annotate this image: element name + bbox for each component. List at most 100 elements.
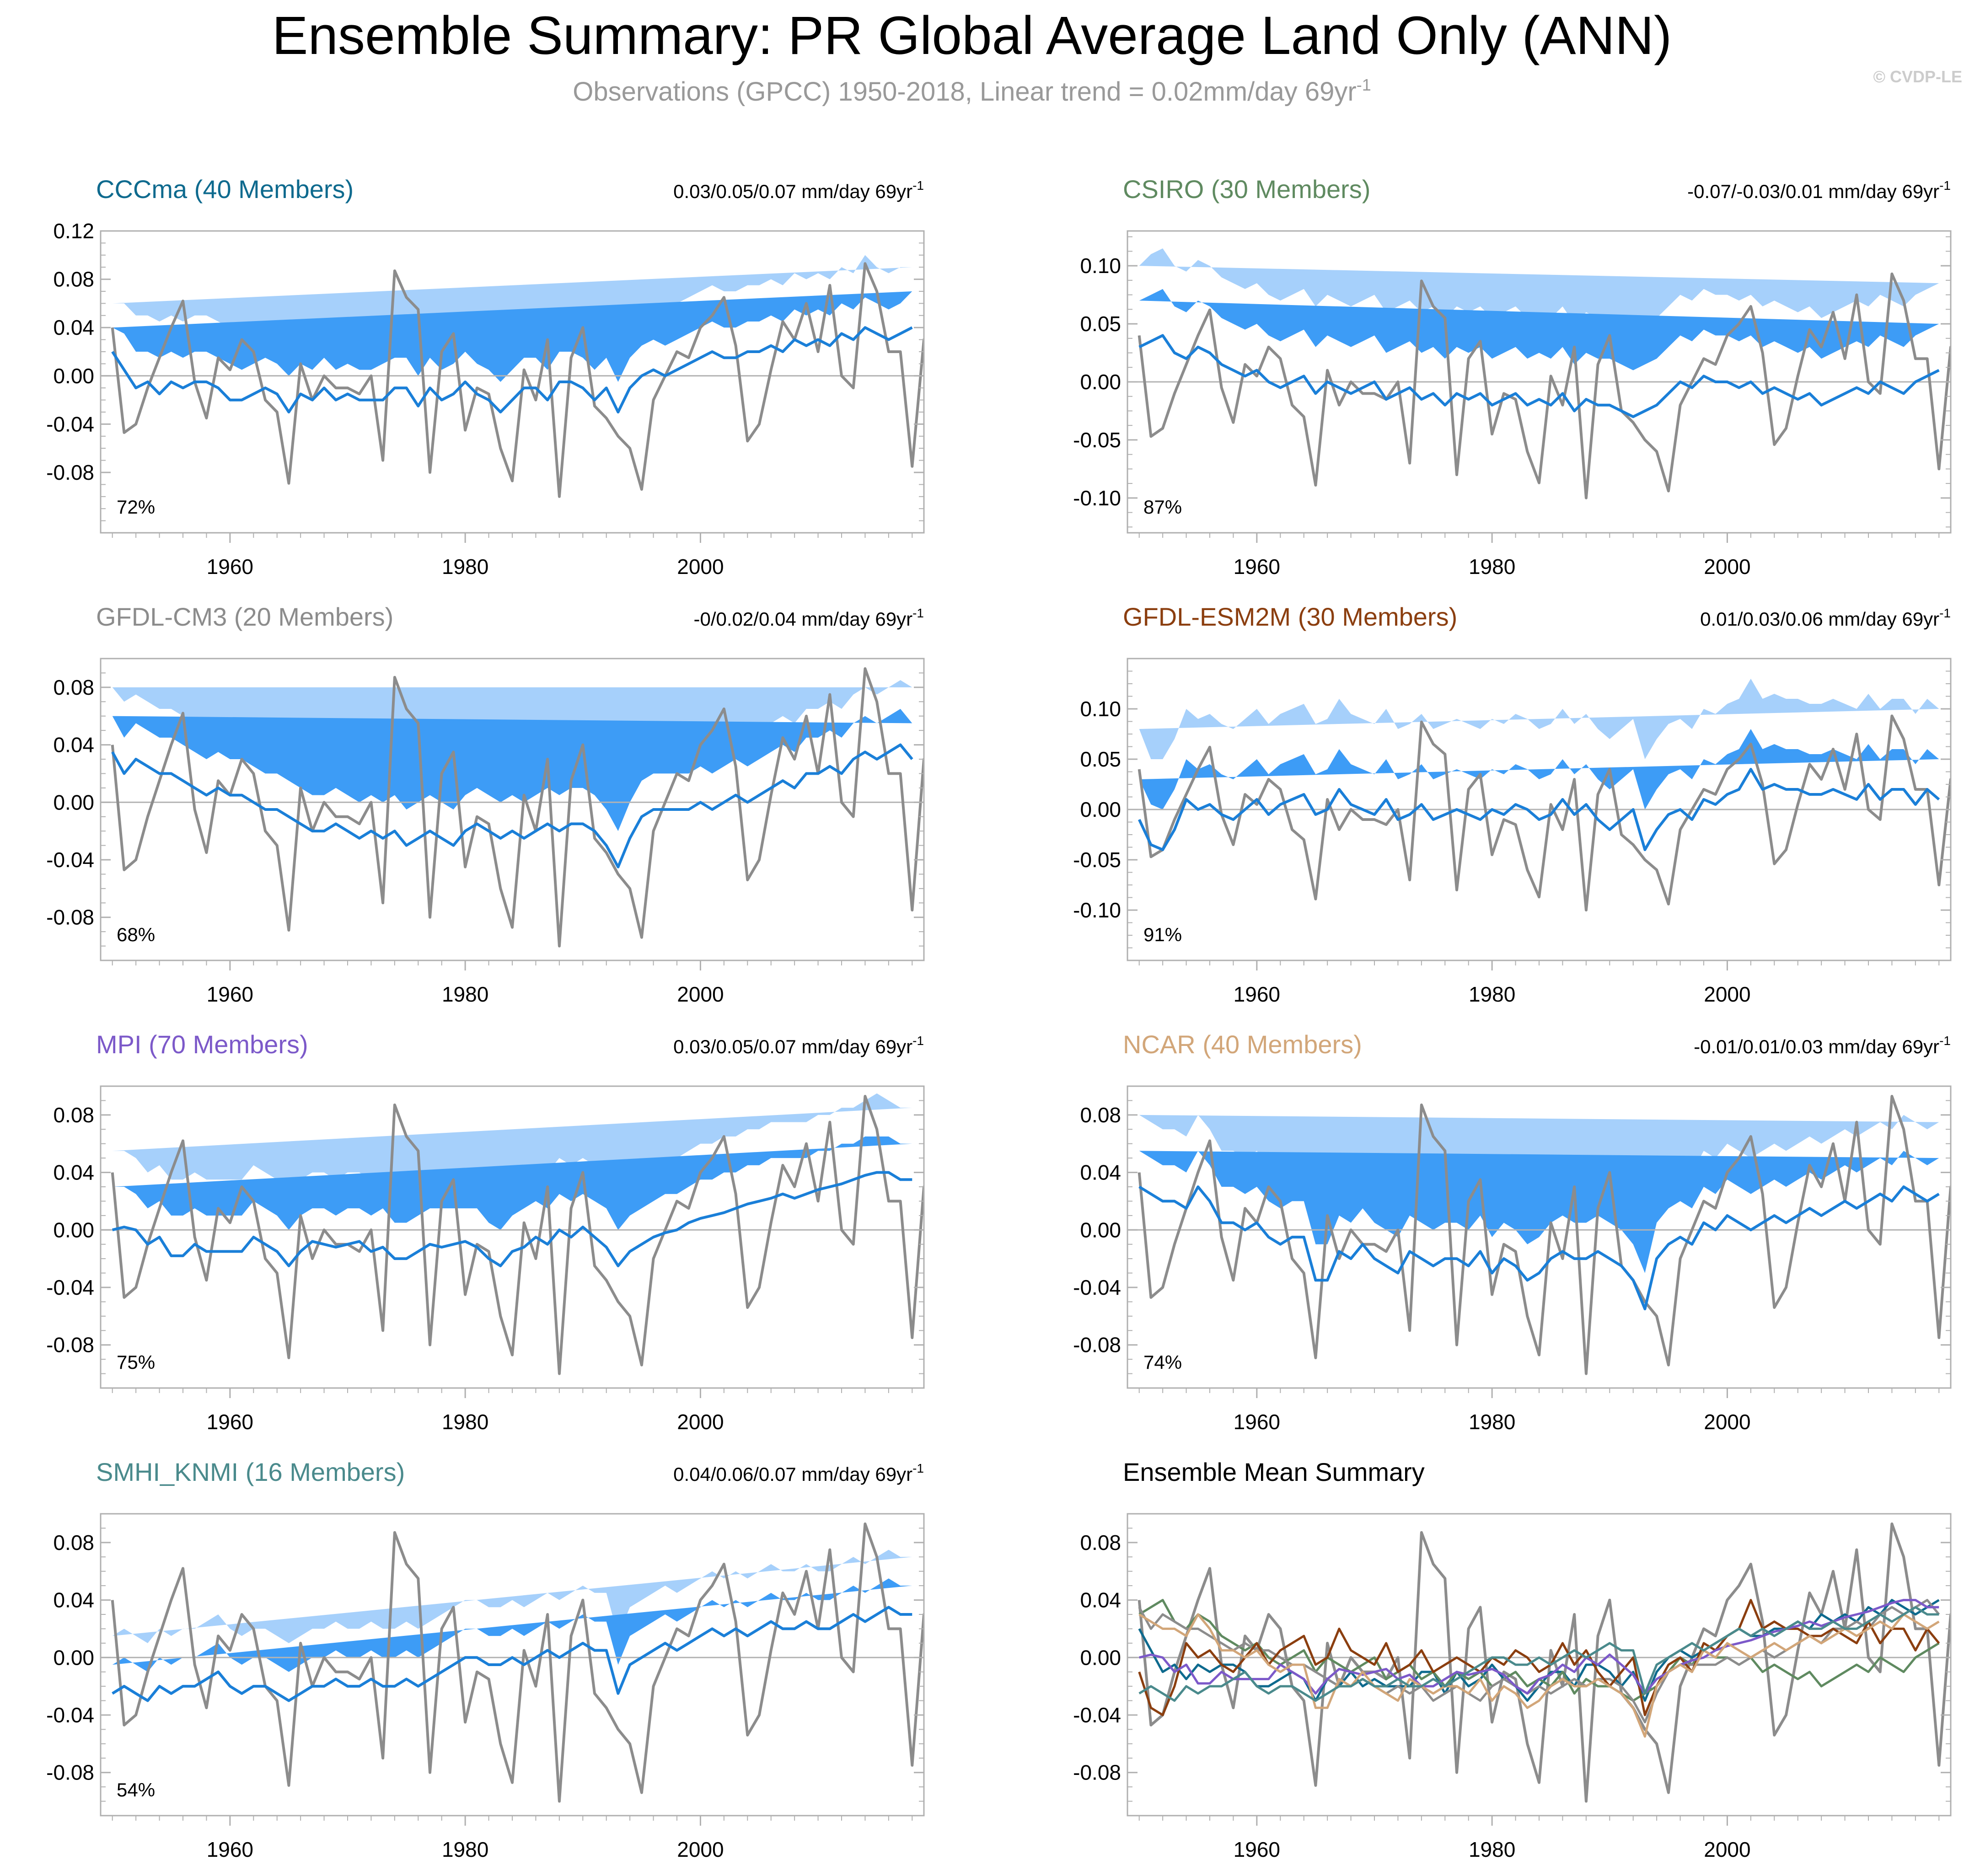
panel-6: SMHI_KNMI (16 Members) 0.04/0.06/0.07 mm/… bbox=[46, 1458, 925, 1861]
x-tick-label: 1960 bbox=[207, 1410, 253, 1434]
figure-subtitle-text: Observations (GPCC) 1950-2018, Linear tr… bbox=[573, 77, 1356, 107]
obs-line bbox=[111, 667, 924, 948]
trend-label: -0.07/-0.03/0.01 mm/day 69yr-1 bbox=[1687, 178, 1951, 202]
panels: CCCma (40 Members) 0.03/0.05/0.07 mm/day … bbox=[46, 175, 1952, 1861]
y-tick-label: 0.08 bbox=[1080, 1531, 1121, 1554]
trend-value: 0.04/0.06/0.07 mm/day 69yr bbox=[673, 1463, 912, 1485]
y-tick-label: 0.08 bbox=[1080, 1103, 1121, 1127]
x-tick-label: 2000 bbox=[1704, 982, 1750, 1006]
y-tick-label: 0.12 bbox=[53, 219, 94, 243]
x-tick-label: 1960 bbox=[1234, 1410, 1280, 1434]
figure-title: Ensemble Summary: PR Global Average Land… bbox=[272, 5, 1672, 66]
series-line-smhi_knmi bbox=[1138, 1606, 1939, 1702]
ensemble-mean-line bbox=[111, 743, 913, 868]
y-tick-label: 0.10 bbox=[1080, 697, 1121, 721]
x-tick-label: 1980 bbox=[1469, 982, 1515, 1006]
x-tick-label: 1980 bbox=[442, 555, 488, 579]
x-tick-label: 1980 bbox=[442, 1838, 488, 1861]
y-tick-label: -0.04 bbox=[46, 848, 94, 872]
pct-label: 68% bbox=[117, 924, 155, 945]
inner-band bbox=[1139, 1151, 1939, 1273]
outer-band bbox=[1139, 248, 1939, 330]
y-tick-label: -0.08 bbox=[1073, 1333, 1121, 1357]
figure-subtitle-sup: -1 bbox=[1357, 75, 1371, 94]
plot-area bbox=[101, 1522, 924, 1803]
y-tick-label: 0.00 bbox=[53, 1218, 94, 1242]
panel-title: MPI (70 Members) bbox=[96, 1030, 308, 1059]
y-tick-label: -0.08 bbox=[46, 461, 94, 484]
x-tick-label: 2000 bbox=[1704, 1410, 1750, 1434]
plot-area bbox=[101, 255, 924, 498]
panel-title: NCAR (40 Members) bbox=[1123, 1030, 1362, 1059]
panel-2: GFDL-CM3 (20 Members) -0/0.02/0.04 mm/day… bbox=[46, 602, 925, 1006]
panel-title: GFDL-ESM2M (30 Members) bbox=[1123, 602, 1457, 631]
x-tick-label: 1980 bbox=[1469, 555, 1515, 579]
y-tick-label: -0.05 bbox=[1073, 428, 1121, 452]
x-tick-label: 1960 bbox=[207, 555, 253, 579]
plot-area bbox=[1127, 1522, 1951, 1803]
pct-label: 72% bbox=[117, 496, 155, 518]
y-tick-label: 0.00 bbox=[53, 364, 94, 388]
trend-label: 0.03/0.05/0.07 mm/day 69yr-1 bbox=[673, 178, 924, 202]
y-tick-label: -0.05 bbox=[1073, 848, 1121, 872]
plot-area bbox=[1127, 679, 1951, 911]
trend-value: 0.03/0.05/0.07 mm/day 69yr bbox=[673, 1036, 912, 1057]
x-tick-label: 2000 bbox=[677, 555, 724, 579]
plot-area bbox=[1127, 1095, 1951, 1375]
panel-title: GFDL-CM3 (20 Members) bbox=[96, 602, 393, 631]
x-tick-label: 2000 bbox=[677, 1410, 724, 1434]
trend-value: -0.07/-0.03/0.01 mm/day 69yr bbox=[1687, 181, 1939, 202]
y-tick-label: -0.04 bbox=[46, 412, 94, 436]
y-tick-label: -0.04 bbox=[1073, 1276, 1121, 1299]
ensemble-mean-line bbox=[1138, 1185, 1940, 1311]
plot-area bbox=[101, 1093, 924, 1375]
x-tick-label: 2000 bbox=[677, 1838, 724, 1861]
x-tick-label: 1980 bbox=[1469, 1410, 1515, 1434]
ensemble-mean-line bbox=[1138, 768, 1940, 851]
y-tick-label: 0.04 bbox=[53, 733, 94, 757]
series-line-gfdl-esm2m bbox=[1138, 1599, 1940, 1716]
trend-label: 0.04/0.06/0.07 mm/day 69yr-1 bbox=[673, 1461, 924, 1485]
trend-label: 0.03/0.05/0.07 mm/day 69yr-1 bbox=[673, 1034, 924, 1057]
y-tick-label: -0.08 bbox=[46, 1333, 94, 1357]
trend-value: 0.01/0.03/0.06 mm/day 69yr bbox=[1700, 608, 1939, 630]
ensemble-mean-line bbox=[112, 1171, 912, 1267]
y-tick-label: 0.08 bbox=[53, 675, 94, 699]
series-line-ncar bbox=[1138, 1613, 1940, 1738]
obs-line bbox=[111, 1522, 924, 1803]
x-tick-label: 1960 bbox=[207, 982, 253, 1006]
inner-band bbox=[1139, 289, 1939, 370]
trend-value: -0.01/0.01/0.03 mm/day 69yr bbox=[1694, 1036, 1939, 1057]
y-tick-label: 0.00 bbox=[1080, 798, 1121, 821]
y-tick-label: -0.04 bbox=[46, 1276, 94, 1299]
x-tick-label: 1980 bbox=[1469, 1838, 1515, 1861]
x-tick-label: 2000 bbox=[677, 982, 724, 1006]
x-tick-label: 2000 bbox=[1704, 555, 1750, 579]
trend-label: -0/0.02/0.04 mm/day 69yr-1 bbox=[694, 606, 924, 630]
y-tick-label: 0.04 bbox=[1080, 1161, 1121, 1185]
trend-label: 0.01/0.03/0.06 mm/day 69yr-1 bbox=[1700, 606, 1951, 630]
trend-sup: -1 bbox=[912, 606, 924, 620]
pct-label: 75% bbox=[117, 1351, 155, 1373]
y-tick-label: 0.04 bbox=[53, 1161, 94, 1185]
y-tick-label: 0.08 bbox=[53, 268, 94, 291]
plot-area bbox=[101, 667, 924, 948]
trend-sup: -1 bbox=[1939, 606, 1951, 620]
series-line-mpi bbox=[1139, 1599, 1939, 1695]
ensemble-mean-line bbox=[1138, 334, 1940, 418]
panel-1: CSIRO (30 Members) -0.07/-0.03/0.01 mm/da… bbox=[1073, 175, 1952, 579]
y-tick-label: 0.08 bbox=[53, 1531, 94, 1554]
obs-line bbox=[1138, 1522, 1951, 1803]
trend-value: -0/0.02/0.04 mm/day 69yr bbox=[694, 608, 913, 630]
y-tick-label: -0.10 bbox=[1073, 486, 1121, 510]
y-tick-label: -0.04 bbox=[46, 1703, 94, 1727]
panel-7: Ensemble Mean Summary 0.08 0.04 0.00 -0.04 -0… bbox=[1073, 1458, 1952, 1861]
x-tick-label: 2000 bbox=[1704, 1838, 1750, 1861]
y-tick-label: -0.08 bbox=[46, 1761, 94, 1785]
y-tick-label: 0.04 bbox=[53, 1588, 94, 1612]
trend-value: 0.03/0.05/0.07 mm/day 69yr bbox=[673, 181, 912, 202]
y-tick-label: -0.04 bbox=[1073, 1703, 1121, 1727]
y-tick-label: 0.08 bbox=[53, 1103, 94, 1127]
obs-line bbox=[1138, 272, 1951, 499]
